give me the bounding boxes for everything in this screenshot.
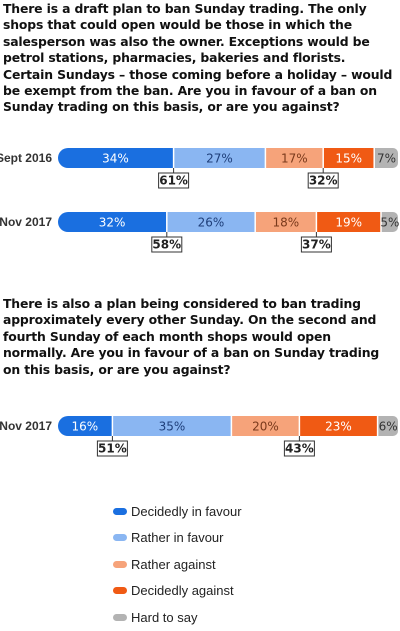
against-total-label: 43% [285,442,314,456]
row-label: Nov 2017 [0,215,52,229]
legend-label: Decidedly against [131,583,234,599]
row-label: Nov 2017 [0,419,52,433]
value-label: 17% [281,152,308,166]
bar-segment-rather-against [266,148,323,168]
value-label: 34% [102,152,129,166]
bar-segment-rather-in-favour [167,212,255,232]
value-label: 18% [272,216,299,230]
bar-segment-rather-against [255,212,316,232]
value-label: 5% [380,216,399,230]
legend-swatch [113,587,127,595]
total-box [307,172,339,189]
total-box [283,440,315,457]
total-box [158,172,190,189]
value-label: 26% [198,216,225,230]
total-box [96,440,128,457]
bar-row-nov-2017: Nov 2017 16% 35% 20% 23% 6% 51% 43% [0,416,398,457]
chart-legend: Decidedly in favour Rather in favour Rat… [113,498,242,631]
legend-label: Hard to say [131,609,198,625]
favour-total-label: 61% [159,174,188,188]
value-label: 19% [335,216,362,230]
bar-segment-rather-in-favour [113,416,231,436]
favour-total-label: 51% [98,442,127,456]
row-label: Sept 2016 [0,151,52,165]
against-total-label: 32% [309,174,338,188]
legend-item-decidedly-in-favour: Decidedly in favour [113,498,242,525]
legend-label: Rather in favour [131,530,224,546]
bar-row-nov-2017: Nov 2017 32% 26% 18% 19% 5% 58% 37% [0,212,399,253]
legend-swatch [113,534,127,542]
bar-segment-hard-to-say [378,416,398,436]
legend-label: Rather against [131,556,216,572]
value-label: 20% [252,420,279,434]
value-label: 7% [377,152,396,166]
total-box [300,236,332,253]
value-label: 15% [335,152,362,166]
legend-swatch [113,613,127,621]
favour-total-label: 58% [152,238,181,252]
legend-item-hard-to-say: Hard to say [113,604,242,631]
legend-label: Decidedly in favour [131,503,242,519]
question-1-text: There is a draft plan to ban Sunday trad… [3,1,393,115]
value-label: 27% [206,152,233,166]
value-label: 6% [379,420,398,434]
bar-segment-decidedly-against [317,212,381,232]
bar-segment-rather-against [232,416,299,436]
legend-item-decidedly-against: Decidedly against [113,578,242,605]
bar-segment-decidedly-against [323,148,374,168]
question-2-text: There is also a plan being considered to… [3,296,380,377]
legend-swatch [113,507,127,515]
value-label: 23% [325,420,352,434]
bar-segment-rather-in-favour [174,148,265,168]
legend-item-rather-against: Rather against [113,551,242,578]
value-label: 32% [99,216,126,230]
against-total-label: 37% [302,238,331,252]
bar-segment-decidedly-against [300,416,377,436]
bar-segment-hard-to-say [374,148,398,168]
bar-segment-decidedly-in-favour [58,212,167,232]
bar-row-sept-2016: Sept 2016 34% 27% 17% 15% 7% 61% 32% [0,148,398,189]
legend-swatch [113,560,127,568]
value-label: 16% [71,420,98,434]
bar-segment-hard-to-say [381,212,398,232]
bar-segment-decidedly-in-favour [58,148,173,168]
bar-segment-decidedly-in-favour [58,416,112,436]
legend-item-rather-in-favour: Rather in favour [113,525,242,552]
value-label: 35% [159,420,186,434]
total-box [151,236,183,253]
